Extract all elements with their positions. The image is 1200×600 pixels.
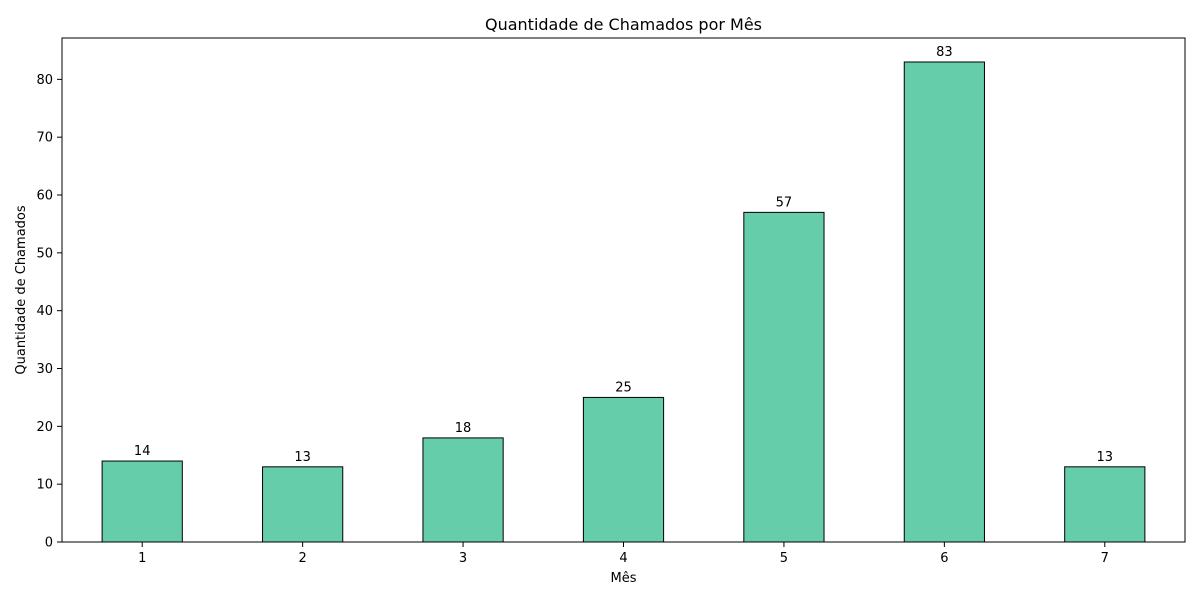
data-label-7: 13: [1097, 450, 1114, 465]
data-label-6: 83: [936, 45, 953, 60]
y-tick-label-0: 0: [45, 536, 53, 551]
x-tick-label-2: 2: [298, 551, 306, 566]
x-tick-label-4: 4: [619, 551, 627, 566]
x-tick-label-1: 1: [138, 551, 146, 566]
y-axis: 0 10 20 30 40 50 60 70 80: [36, 73, 62, 551]
bar-4: [582, 396, 665, 543]
data-label-5: 57: [776, 195, 793, 210]
bar-7: [1064, 466, 1146, 543]
data-label-2: 13: [294, 450, 311, 465]
x-axis: 1 2 3 4 5 6 7: [138, 542, 1109, 566]
x-tick-label-7: 7: [1101, 551, 1109, 566]
chart-title: Quantidade de Chamados por Mês: [485, 15, 762, 34]
bar-6: [903, 61, 985, 543]
y-tick-label-20: 20: [36, 420, 53, 435]
bar-3: [422, 437, 504, 543]
bars-layer: 14 13 18 25 57 83 13: [101, 45, 1146, 543]
data-label-3: 18: [455, 421, 472, 436]
y-tick-label-70: 70: [36, 131, 53, 146]
y-tick-label-60: 60: [36, 189, 53, 204]
x-tick-label-5: 5: [780, 551, 788, 566]
y-tick-label-40: 40: [36, 304, 53, 319]
y-tick-label-10: 10: [36, 478, 53, 493]
bar-5: [743, 211, 825, 543]
x-axis-label: Mês: [611, 571, 637, 586]
data-label-1: 14: [134, 444, 151, 459]
plot-frame: [61, 37, 1186, 543]
bar-2: [262, 466, 344, 543]
x-tick-label-3: 3: [459, 551, 467, 566]
x-tick-label-6: 6: [940, 551, 948, 566]
y-tick-label-30: 30: [36, 362, 53, 377]
bar-1: [101, 460, 183, 543]
y-tick-label-80: 80: [36, 73, 53, 88]
y-tick-label-50: 50: [36, 246, 53, 261]
y-axis-label: Quantidade de Chamados: [14, 205, 29, 374]
data-label-4: 25: [615, 380, 632, 395]
